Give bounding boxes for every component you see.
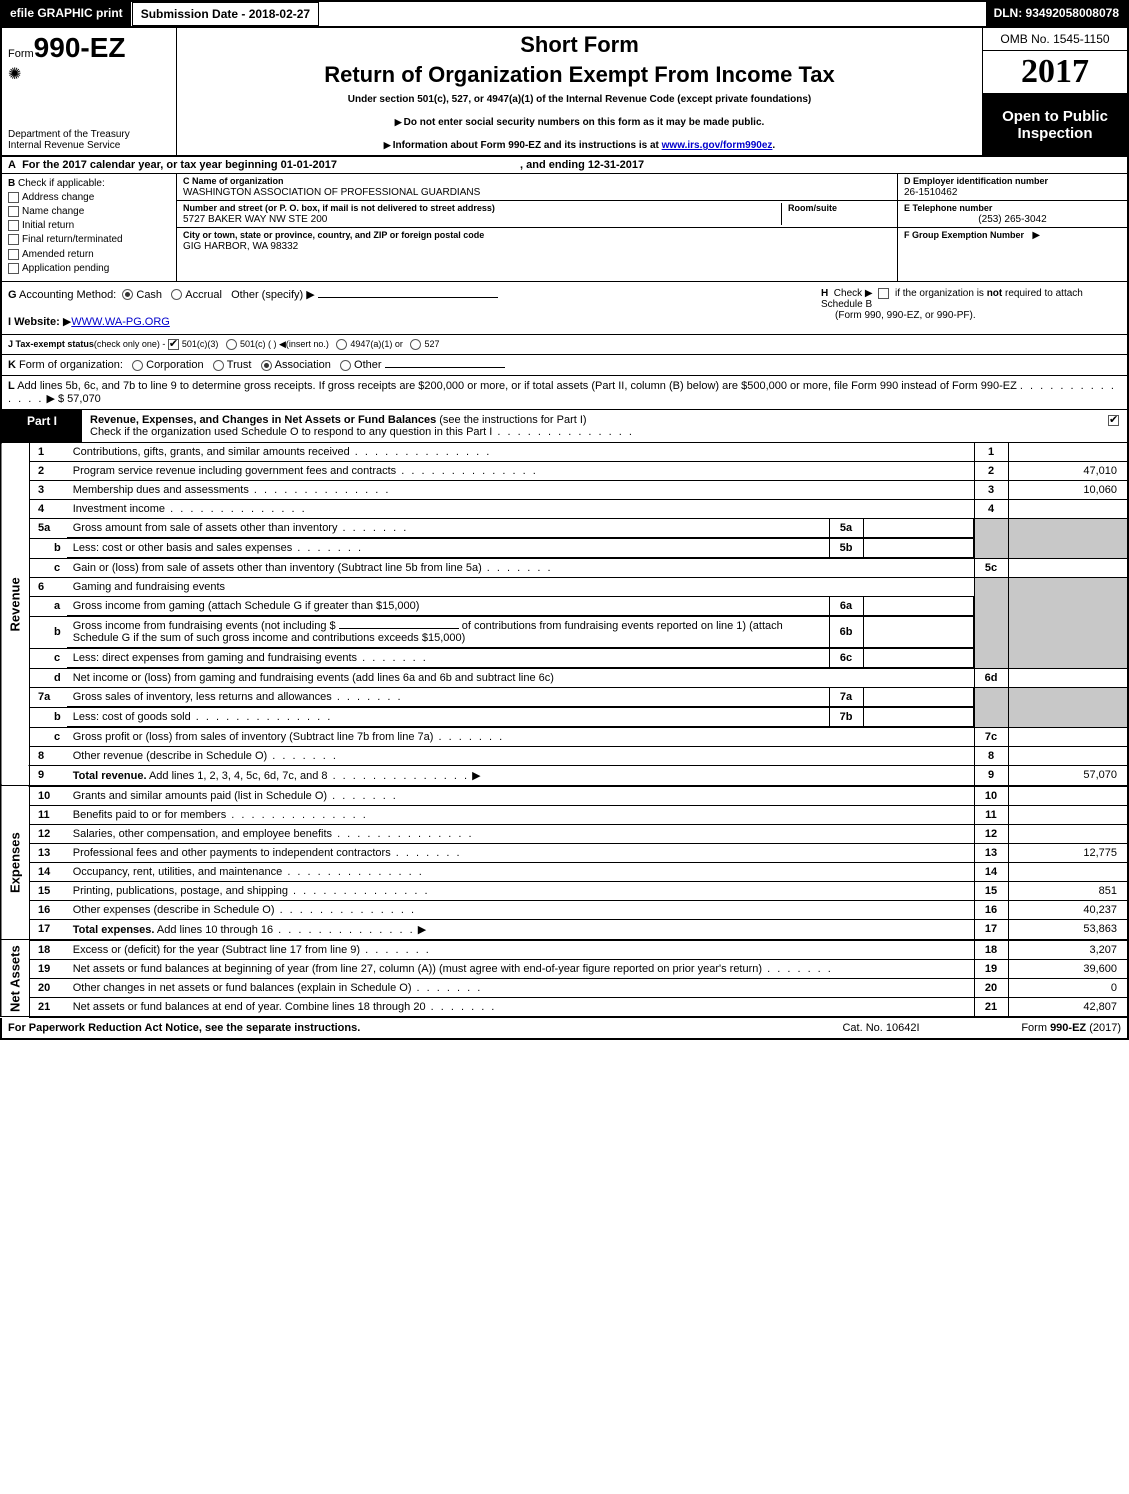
expenses-sidebar: Expenses (1, 786, 30, 940)
submission-date: Submission Date - 2018-02-27 (132, 2, 319, 26)
efile-print-button[interactable]: efile GRAPHIC print (2, 2, 132, 26)
form-header: Form990-EZ ✺ Department of the Treasury … (0, 26, 1129, 157)
section-a: A For the 2017 calendar year, or tax yea… (0, 157, 1129, 174)
org-street: 5727 BAKER WAY NW STE 200 (183, 214, 327, 225)
ein-value: 26-1510462 (904, 187, 957, 198)
phone-label: E Telephone number (904, 203, 992, 213)
amended-return-check[interactable] (8, 249, 19, 260)
net-assets-sidebar: Net Assets (1, 940, 30, 1017)
ssn-warning: Do not enter social security numbers on … (187, 117, 972, 128)
paperwork-notice: For Paperwork Reduction Act Notice, see … (8, 1022, 801, 1034)
cat-number: Cat. No. 10642I (801, 1022, 961, 1034)
j-4947-radio[interactable] (336, 339, 347, 350)
l-line: L Add lines 5b, 6c, and 7b to line 9 to … (0, 376, 1129, 410)
accounting-accrual-radio[interactable] (171, 289, 182, 300)
open-to-public: Open to PublicInspection (983, 94, 1127, 155)
part-i-label: Part I (2, 410, 82, 442)
form-number: Form990-EZ (8, 32, 170, 64)
org-city: GIG HARBOR, WA 98332 (183, 241, 298, 252)
j-line: J Tax-exempt status(check only one) - 50… (0, 335, 1129, 355)
omb-number: OMB No. 1545-1150 (983, 28, 1127, 51)
k-line: K Form of organization: Corporation Trus… (0, 355, 1129, 376)
short-form-title: Short Form (187, 32, 972, 58)
ein-label: D Employer identification number (904, 176, 1048, 186)
j-527-radio[interactable] (410, 339, 421, 350)
section-b-checks: B Check if applicable: Address change Na… (2, 174, 177, 281)
website-link[interactable]: WWW.WA-PG.ORG (71, 316, 170, 328)
application-pending-check[interactable] (8, 263, 19, 274)
k-corp-radio[interactable] (132, 360, 143, 371)
page-footer: For Paperwork Reduction Act Notice, see … (0, 1018, 1129, 1040)
dln-label: DLN: 93492058008078 (986, 2, 1127, 26)
address-change-check[interactable] (8, 192, 19, 203)
k-other-radio[interactable] (340, 360, 351, 371)
h-check[interactable] (878, 288, 889, 299)
phone-value: (253) 265-3042 (904, 214, 1121, 225)
revenue-sidebar: Revenue (1, 443, 30, 766)
k-trust-radio[interactable] (213, 360, 224, 371)
top-bar: efile GRAPHIC print Submission Date - 20… (0, 0, 1129, 26)
irs-logo-icon: ✺ (8, 64, 170, 84)
info-link-line: Information about Form 990-EZ and its in… (187, 140, 972, 151)
j-501c-radio[interactable] (226, 339, 237, 350)
part-i-header: Part I Revenue, Expenses, and Changes in… (0, 410, 1129, 443)
tax-year: 2017 (983, 51, 1127, 94)
initial-return-check[interactable] (8, 220, 19, 231)
part-i-schedule-o-check[interactable] (1108, 415, 1119, 426)
dept-treasury: Department of the Treasury Internal Reve… (8, 129, 170, 151)
accounting-cash-radio[interactable] (122, 289, 133, 300)
k-assoc-radio[interactable] (261, 360, 272, 371)
group-exemption-label: F Group Exemption Number (904, 230, 1024, 240)
entity-block: B Check if applicable: Address change Na… (0, 174, 1129, 282)
name-change-check[interactable] (8, 206, 19, 217)
form-title: Return of Organization Exempt From Incom… (187, 62, 972, 88)
under-section-text: Under section 501(c), 527, or 4947(a)(1)… (187, 94, 972, 105)
lines-table: Revenue 1Contributions, gifts, grants, a… (0, 443, 1129, 1018)
org-name: WASHINGTON ASSOCIATION OF PROFESSIONAL G… (183, 187, 480, 198)
j-501c3-check[interactable] (168, 339, 179, 350)
form-footer-id: Form 990-EZ (2017) (961, 1022, 1121, 1034)
gh-block: G Accounting Method: Cash Accrual Other … (0, 282, 1129, 335)
final-return-check[interactable] (8, 234, 19, 245)
irs-info-link[interactable]: www.irs.gov/form990ez (662, 140, 773, 151)
